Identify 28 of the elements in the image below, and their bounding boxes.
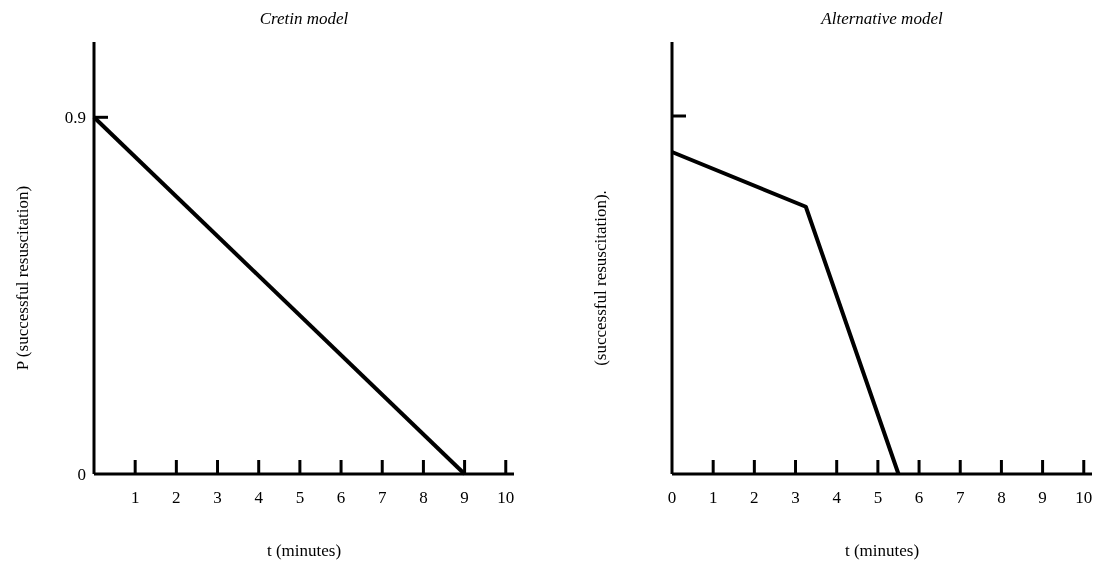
- x-tick-label: 7: [955, 488, 965, 507]
- x-tick-label: 7: [377, 488, 387, 507]
- x-tick-label: 1: [708, 488, 718, 507]
- x-tick-label: 1: [130, 488, 140, 507]
- x-tick-label: 6: [336, 488, 346, 507]
- x-axis-title: t (minutes): [844, 541, 920, 560]
- x-tick-label: 3: [791, 488, 800, 507]
- x-tick-label: 8: [419, 488, 428, 507]
- x-tick-label: 9: [1038, 488, 1047, 507]
- chart-title: Cretin model: [259, 9, 349, 28]
- x-tick-label: 9: [460, 488, 469, 507]
- x-tick-label: 10: [497, 488, 515, 507]
- x-tick-label: 4: [832, 488, 842, 507]
- y-axis-title: (successful resuscitation).: [591, 190, 610, 366]
- x-tick-label: 3: [213, 488, 222, 507]
- x-tick-label: 5: [873, 488, 883, 507]
- x-tick-label: 4: [254, 488, 264, 507]
- x-tick-label: 6: [914, 488, 924, 507]
- x-tick-label: 5: [295, 488, 305, 507]
- y-tick-label: 0.9: [64, 108, 86, 128]
- x-tick-label: 0: [667, 488, 677, 507]
- y-axis-title: P (successful resuscitation): [13, 185, 32, 371]
- x-axis-title: t (minutes): [266, 541, 342, 560]
- chart-title: Alternative model: [820, 9, 943, 28]
- x-tick-label: 10: [1075, 488, 1093, 507]
- x-tick-label: 2: [750, 488, 759, 507]
- x-tick-label: 8: [997, 488, 1006, 507]
- x-tick-label: 2: [172, 488, 181, 507]
